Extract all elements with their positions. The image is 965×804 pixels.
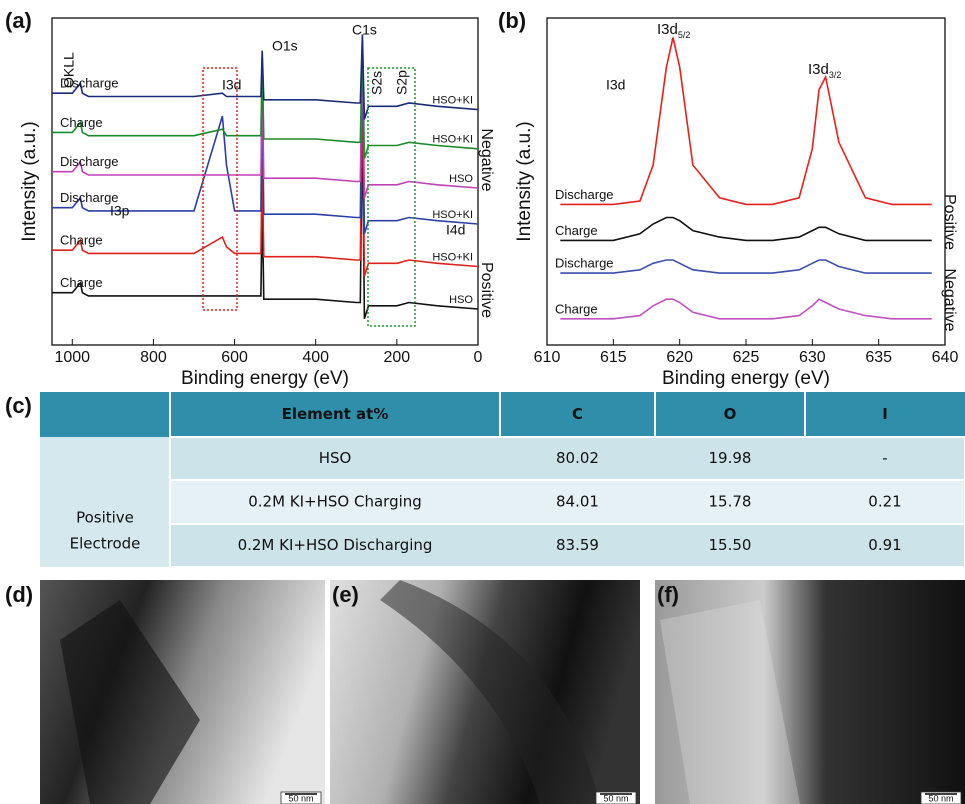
sample-label: HSO [449, 294, 473, 306]
x-tick-label: 610 [534, 349, 561, 366]
spectrum-line [560, 299, 931, 319]
peak-annotation: S2p [394, 70, 410, 95]
sample-label: HSO [449, 173, 473, 185]
peak-annotation: I3d [222, 77, 241, 93]
peak-annotation: S2s [369, 71, 385, 95]
peak-label-sub: 3/2 [829, 70, 842, 80]
panel-label: (e) [332, 582, 359, 607]
y-axis-title: Intensity (a.u.) [514, 121, 535, 241]
peak-label: I3d3/2 [808, 61, 841, 80]
side-label: Positive [478, 262, 495, 318]
series-label: Discharge [60, 154, 119, 169]
series-label: Discharge [555, 187, 614, 202]
x-axis-title: Binding energy (eV) [662, 368, 830, 389]
table-header-cell: O [724, 405, 737, 423]
peak-label-text: I3d [657, 21, 678, 38]
x-tick-label: 625 [733, 349, 760, 366]
x-tick-label: 200 [384, 349, 411, 366]
sample-label: HSO+KI [432, 251, 473, 263]
series-label: Charge [60, 233, 103, 248]
side-label: Negative [941, 268, 958, 331]
table-cell: 0.21 [868, 493, 901, 511]
group-label: Electrode [70, 535, 141, 553]
series-label: Charge [555, 301, 598, 316]
table-header-cell: I [882, 405, 888, 423]
scale-bar-label: 50 nm [603, 793, 628, 803]
table-cell: 15.78 [709, 493, 752, 511]
x-tick-label: 600 [221, 349, 248, 366]
table-cell: - [882, 449, 887, 467]
spectrum-line [560, 260, 931, 273]
i3d-box [203, 68, 237, 310]
table-cell: 80.02 [556, 449, 599, 467]
table-header-cell: C [572, 405, 583, 423]
side-label: Negative [478, 128, 495, 191]
spectrum-line [52, 119, 478, 318]
peak-annotation: I4d [446, 222, 465, 238]
table-header [40, 392, 965, 437]
sample-label: HSO+KI [432, 134, 473, 146]
side-label: Positive [941, 194, 958, 250]
plot-frame [547, 18, 945, 345]
table-cell: 19.98 [709, 449, 752, 467]
series-label: Charge [555, 223, 598, 238]
spectrum-line [560, 218, 931, 241]
spectrum-line [52, 77, 478, 276]
y-axis-title: Intensity (a.u.) [19, 121, 40, 241]
series-label: Charge [60, 275, 103, 290]
peak-annotation: OKLL [61, 52, 77, 88]
peak-annotation: I3p [110, 203, 130, 219]
x-tick-label: 620 [666, 349, 693, 366]
table-cell: 84.01 [556, 493, 599, 511]
peak-annotation: C1s [352, 22, 377, 38]
peak-label: I3d5/2 [657, 21, 690, 40]
x-tick-label: 400 [302, 349, 329, 366]
peak-label-sub: 5/2 [678, 30, 691, 40]
panel-label: (a) [5, 8, 32, 33]
table-cell: 15.50 [709, 536, 752, 554]
table-cell: HSO [319, 449, 352, 467]
series-label: Charge [60, 115, 103, 130]
panel-label: (f) [657, 582, 679, 607]
x-tick-label: 635 [865, 349, 892, 366]
spectrum-line [52, 47, 478, 197]
table-cell: 0.2M KI+HSO Charging [248, 493, 422, 511]
panel-label: (c) [5, 393, 32, 418]
x-tick-label: 630 [799, 349, 826, 366]
x-tick-label: 615 [600, 349, 627, 366]
table-cell: 83.59 [556, 536, 599, 554]
x-tick-label: 1000 [54, 349, 90, 366]
peak-annotation: O1s [272, 38, 298, 54]
table-cell: 0.91 [868, 536, 901, 554]
x-tick-label: 0 [474, 349, 483, 366]
x-axis-title: Binding energy (eV) [181, 368, 349, 389]
scale-bar-label: 50 nm [928, 793, 953, 803]
scale-bar-label: 50 nm [288, 793, 313, 803]
panel-label: (b) [498, 8, 526, 33]
tem-images [40, 580, 965, 804]
peak-annotation: I3d [606, 77, 625, 93]
sample-label: HSO+KI [432, 94, 473, 106]
table-cell: 0.2M KI+HSO Discharging [238, 536, 433, 554]
x-tick-label: 800 [140, 349, 167, 366]
table-header-cell: Element at% [282, 405, 389, 423]
x-tick-label: 640 [932, 349, 959, 366]
panel-label: (d) [5, 582, 33, 607]
sample-label: HSO+KI [432, 209, 473, 221]
series-label: Discharge [555, 255, 614, 270]
peak-label-text: I3d [808, 61, 829, 78]
group-label: Positive [76, 509, 134, 527]
spectrum-line [560, 38, 931, 205]
figure: (a) 1000 800 600 400 200 0 Binding energy (eV) I… [0, 0, 965, 804]
